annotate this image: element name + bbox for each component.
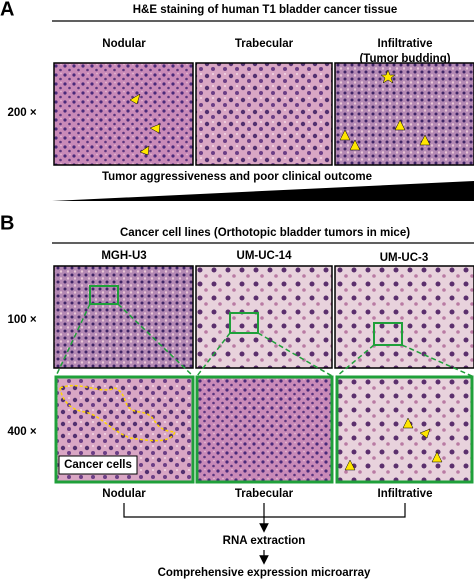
arrowheads xyxy=(129,69,431,156)
magnification: 100 × xyxy=(7,314,36,326)
zoom-boxes xyxy=(89,285,403,346)
cell-line: UM-UC-3 xyxy=(380,252,429,264)
column-label: Nodular xyxy=(102,38,146,50)
cell-line: UM-UC-14 xyxy=(237,250,293,262)
arrowheads xyxy=(344,417,443,471)
magnification: 400 × xyxy=(7,426,36,438)
magnification: 200 × xyxy=(7,107,36,119)
gradient-label: Tumor aggressiveness and poor clinical o… xyxy=(102,171,372,183)
cell-line: MGH-U3 xyxy=(101,250,146,262)
column-label: Trabecular xyxy=(235,38,294,50)
zoom-lines xyxy=(55,303,473,377)
panel-title: H&E staining of human T1 bladder cancer … xyxy=(133,4,398,16)
inset-box xyxy=(58,455,138,475)
pattern-label: Infiltrative xyxy=(378,488,433,500)
panel-label: B xyxy=(0,212,14,234)
column-note: (Tumor budding) xyxy=(359,53,450,65)
panel-title: Cancer cell lines (Orthotopic bladder tu… xyxy=(120,227,410,239)
pattern-label: Trabecular xyxy=(235,488,294,500)
flow-lines xyxy=(123,503,406,565)
panel-label: A xyxy=(0,0,14,20)
micrographs-b xyxy=(53,265,474,369)
gradient-wedge xyxy=(52,181,474,201)
step: RNA extraction xyxy=(223,535,306,547)
column-label: Infiltrative xyxy=(378,38,433,50)
tumor-outline xyxy=(59,384,177,442)
pattern-label: Nodular xyxy=(102,488,146,500)
micrographs-a xyxy=(53,62,474,166)
step: Comprehensive expression microarray xyxy=(158,567,371,579)
inset-label: Cancer cells xyxy=(64,459,132,471)
